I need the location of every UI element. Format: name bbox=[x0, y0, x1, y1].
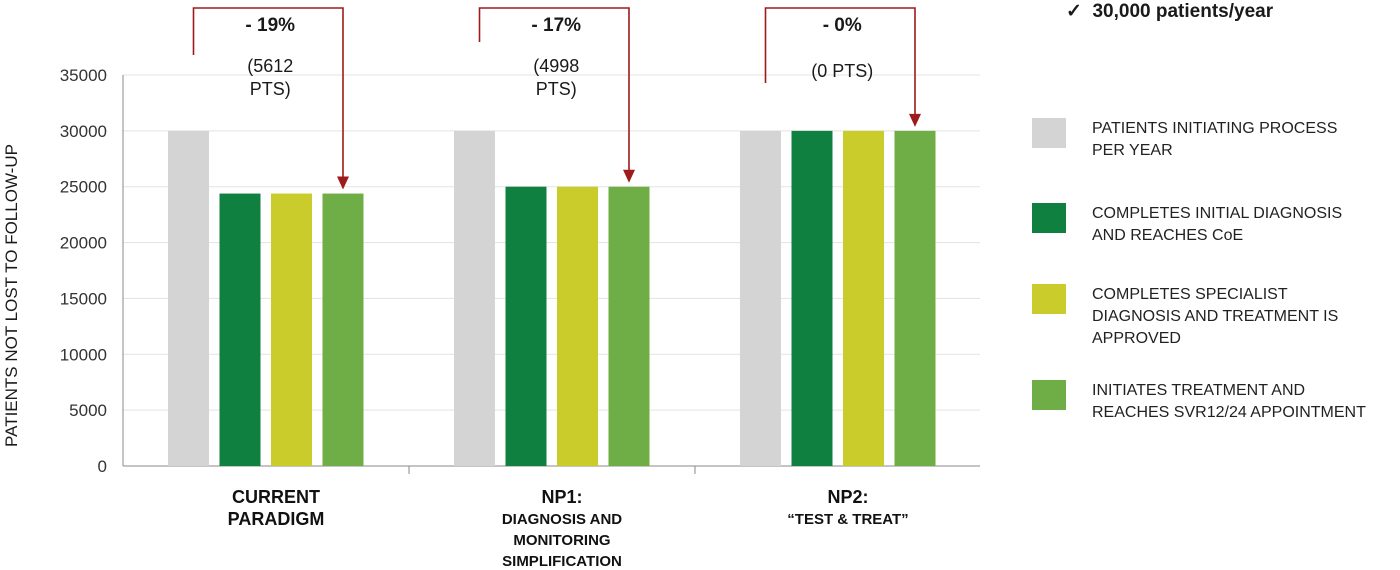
drop-patients-label: (0 PTS) bbox=[811, 61, 873, 81]
bar-1-group-1 bbox=[168, 130, 209, 466]
bar-1-group-2 bbox=[454, 130, 495, 466]
y-axis-label: PATIENTS NOT LOST TO FOLLOW-UP bbox=[2, 144, 21, 447]
drop-arrow-head bbox=[337, 176, 349, 190]
category-sublabel: SIMPLIFICATION bbox=[502, 553, 622, 570]
drop-patients-label: PTS) bbox=[536, 79, 577, 99]
legend-label-initiating: PATIENTS INITIATING PROCESS PER YEAR bbox=[1092, 120, 1338, 159]
check-icon: ✓ bbox=[1066, 1, 1082, 22]
y-tick-label: 10000 bbox=[60, 345, 107, 364]
y-tick-label: 25000 bbox=[60, 178, 107, 197]
y-tick-label: 15000 bbox=[60, 289, 107, 308]
note: ✓ 30,000 patients/year bbox=[1066, 0, 1273, 23]
category-label: CURRENT bbox=[232, 487, 320, 507]
legend-swatch-yellow-green bbox=[1032, 284, 1066, 314]
category-label: NP2: bbox=[827, 487, 868, 507]
category-sublabel: MONITORING bbox=[513, 532, 610, 549]
category-label: NP1: bbox=[541, 487, 582, 507]
drop-arrow-line bbox=[478, 7, 630, 171]
drop-percent-label: - 19% bbox=[245, 15, 295, 36]
category-label: PARADIGM bbox=[228, 509, 325, 529]
bar-1-group-3 bbox=[740, 130, 781, 466]
drop-percent-label: - 17% bbox=[531, 15, 581, 36]
legend-label-treatment: INITIATES TREATMENT AND REACHES SVR12/24… bbox=[1092, 382, 1366, 421]
y-tick-label: 0 bbox=[98, 457, 107, 476]
drop-percent-label: - 0% bbox=[823, 15, 862, 36]
bar-chart: 0 5000 10000 15000 20000 25000 30000 35000 PATIE… bbox=[2, 7, 980, 570]
bar-2-group-1 bbox=[219, 193, 261, 466]
bar-2-group-3 bbox=[791, 130, 833, 466]
drop-arrow-head bbox=[909, 113, 921, 127]
bar-3-group-1 bbox=[271, 193, 312, 466]
bar-3-group-3 bbox=[843, 130, 884, 466]
bar-2-group-2 bbox=[505, 186, 547, 466]
drop-patients-label: (5612 bbox=[247, 56, 293, 76]
y-tick-label: 30000 bbox=[60, 122, 107, 141]
bar-4-group-2 bbox=[608, 186, 650, 466]
legend-swatch-gray bbox=[1032, 118, 1066, 148]
y-tick-label: 5000 bbox=[69, 401, 107, 420]
drop-arrow-line bbox=[764, 7, 916, 115]
legend-swatch-dark-green bbox=[1032, 203, 1066, 233]
legend-label-initial-diagnosis: COMPLETES INITIAL DIAGNOSIS AND REACHES … bbox=[1092, 205, 1343, 244]
drop-patients-label: PTS) bbox=[250, 79, 291, 99]
bar-4-group-3 bbox=[894, 130, 936, 466]
drop-patients-label: (4998 bbox=[533, 56, 579, 76]
y-tick-label: 35000 bbox=[60, 66, 107, 85]
note-text: 30,000 patients/year bbox=[1092, 1, 1274, 22]
category-sublabel: “TEST & TREAT” bbox=[787, 511, 908, 528]
drop-arrow-line bbox=[192, 7, 344, 178]
bar-3-group-2 bbox=[557, 186, 598, 466]
y-tick-label: 20000 bbox=[60, 234, 107, 253]
bar-4-group-1 bbox=[322, 193, 364, 466]
legend-swatch-light-green bbox=[1032, 380, 1066, 410]
legend-label-specialist: COMPLETES SPECIALIST DIAGNOSIS AND TREAT… bbox=[1092, 286, 1339, 347]
drop-arrow-head bbox=[623, 169, 635, 183]
category-sublabel: DIAGNOSIS AND bbox=[502, 511, 622, 528]
